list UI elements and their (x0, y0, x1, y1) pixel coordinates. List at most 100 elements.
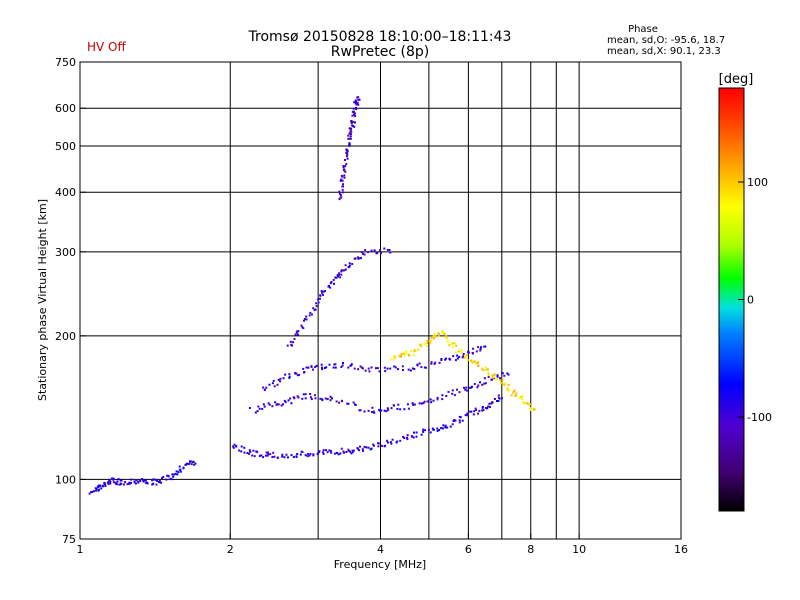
data-point (493, 377, 496, 380)
data-point (161, 477, 163, 480)
data-point (330, 281, 333, 283)
data-point (464, 414, 467, 417)
data-point (342, 166, 345, 169)
data-point (402, 369, 404, 371)
x-tick-label: 8 (527, 543, 534, 556)
data-point (389, 441, 392, 444)
data-point (340, 174, 343, 177)
data-point (477, 346, 480, 349)
data-point (441, 330, 444, 333)
data-point (276, 383, 279, 386)
data-point (483, 377, 486, 380)
data-point (321, 366, 323, 369)
data-point (462, 353, 465, 355)
data-point (406, 352, 409, 355)
data-point (251, 454, 254, 457)
data-point (346, 402, 349, 405)
data-point (350, 127, 353, 130)
data-point (112, 478, 115, 481)
data-point (444, 333, 447, 335)
data-point (384, 444, 387, 447)
data-point (430, 336, 433, 339)
data-point (353, 101, 356, 104)
data-point (343, 451, 345, 454)
data-point (476, 362, 479, 364)
data-point (422, 402, 425, 404)
data-point (432, 337, 435, 340)
data-point (307, 452, 309, 455)
data-point (340, 196, 343, 199)
data-point (447, 390, 450, 393)
data-point (422, 430, 425, 433)
data-point (309, 311, 312, 314)
data-point (418, 402, 421, 405)
data-point (282, 377, 285, 380)
data-point (481, 409, 484, 412)
data-point (526, 402, 529, 405)
data-point (277, 403, 280, 406)
data-point (413, 368, 416, 370)
data-point (319, 294, 322, 297)
data-point (450, 342, 453, 345)
data-point (344, 165, 347, 168)
data-point (116, 480, 119, 483)
data-point (266, 454, 269, 457)
data-point (463, 386, 465, 389)
data-point (169, 477, 172, 480)
data-point (88, 492, 91, 495)
data-point (485, 369, 488, 371)
data-point (273, 455, 276, 458)
data-point (299, 453, 302, 456)
data-point (347, 366, 350, 369)
data-point (334, 276, 337, 279)
data-point (444, 358, 447, 361)
data-point (333, 363, 336, 366)
data-point (294, 333, 297, 336)
data-point (358, 98, 361, 101)
data-point (467, 351, 470, 354)
data-point (397, 403, 400, 406)
data-point (500, 382, 503, 385)
data-point (320, 363, 323, 366)
data-point (326, 451, 329, 454)
data-point (400, 353, 403, 356)
y-tick-label: 500 (55, 140, 76, 153)
data-point (379, 409, 382, 412)
data-point (117, 478, 120, 481)
data-point (97, 484, 100, 487)
data-point (522, 401, 525, 404)
data-point (297, 330, 300, 333)
data-point (344, 264, 347, 267)
data-point (317, 301, 320, 304)
data-point (342, 450, 345, 453)
data-point (515, 392, 518, 395)
data-point (372, 443, 375, 446)
data-point (334, 363, 337, 366)
data-point (346, 157, 349, 160)
data-point (309, 396, 312, 399)
data-point (398, 355, 401, 358)
data-point (441, 331, 444, 334)
data-point (370, 411, 373, 414)
data-point (337, 453, 340, 456)
data-point (443, 332, 445, 335)
data-point (349, 133, 352, 135)
data-point (122, 483, 125, 486)
data-point (428, 339, 431, 342)
data-point (172, 473, 175, 476)
data-point (385, 410, 388, 413)
data-point (364, 369, 367, 372)
data-point (293, 338, 296, 340)
data-point (235, 445, 238, 448)
data-point (427, 428, 430, 431)
data-point (423, 400, 426, 403)
data-point (529, 407, 532, 410)
data-point (491, 401, 494, 404)
data-point (120, 482, 123, 485)
data-point (354, 404, 357, 406)
data-point (130, 482, 132, 484)
data-point (493, 398, 496, 400)
data-point (282, 403, 284, 406)
data-point (383, 366, 386, 369)
data-point (265, 451, 268, 454)
